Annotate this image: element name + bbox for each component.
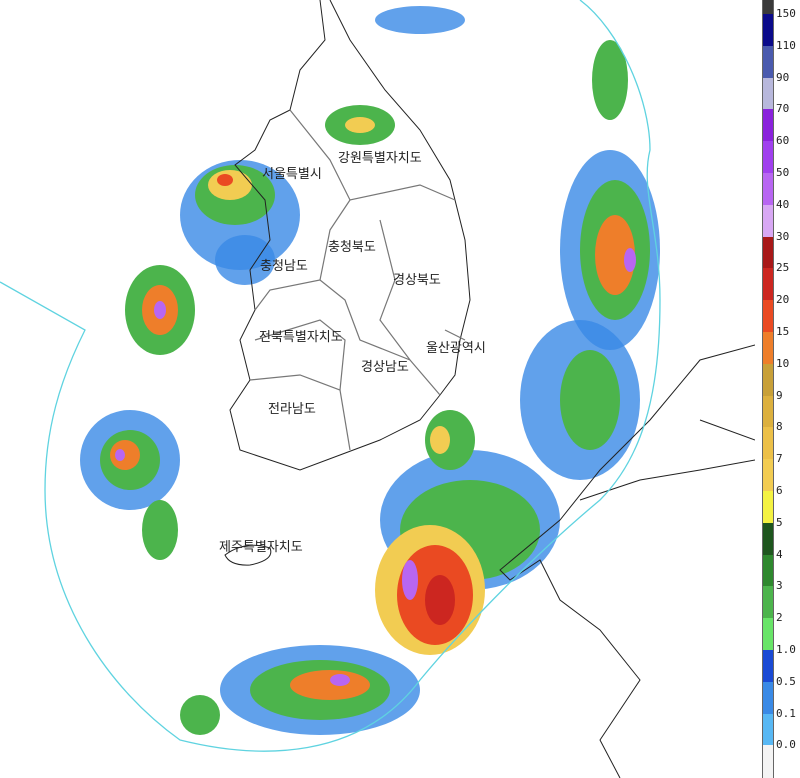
legend-color-step <box>763 586 773 619</box>
legend-label: 5 <box>776 515 783 529</box>
legend-color-step <box>763 554 773 587</box>
legend-label: 70 <box>776 102 790 116</box>
region-label: 충청남도 <box>260 259 308 274</box>
legend-label: 2 <box>776 611 783 625</box>
region-label: 경상남도 <box>361 360 409 375</box>
precipitation-legend: 150 110 90 70 60 50 40 30 25 20 15 10 9 8 7 6 5 4 3 2 1.0 0.5… <box>755 0 800 778</box>
legend-label: 25 <box>776 261 790 275</box>
legend-color-step <box>763 713 773 746</box>
legend-color-step <box>763 363 773 396</box>
legend-color-step <box>763 427 773 460</box>
legend-label: 15 <box>776 325 790 338</box>
region-label: 강원특별자치도 <box>338 151 422 166</box>
legend-label: 40 <box>776 197 790 211</box>
legend-label: 30 <box>776 229 790 243</box>
legend-label: 0.5 <box>776 674 796 688</box>
legend-color-step <box>763 618 773 650</box>
legend-label: 1.0 <box>776 643 796 656</box>
legend-color-step <box>763 141 773 173</box>
legend-color-bar <box>762 0 774 778</box>
region-label: 전북특별자치도 <box>259 330 343 345</box>
legend-label: 0.1 <box>776 706 796 720</box>
legend-color-step <box>763 650 773 682</box>
region-label: 서울특별시 <box>262 167 322 182</box>
legend-color-step <box>763 745 773 778</box>
legend-label: 90 <box>776 70 790 84</box>
legend-color-step <box>763 109 773 142</box>
region-label: 전라남도 <box>268 402 316 417</box>
legend-color-step <box>763 77 773 110</box>
legend-color-step <box>763 522 773 555</box>
province-borders <box>249 109 466 451</box>
legend-color-step <box>763 45 773 78</box>
region-labels: 강원특별자치도 서울특별시 충청북도 충청남도 경상북도 전북특별자치도 울산광… <box>219 151 486 555</box>
legend-color-step <box>763 14 773 46</box>
legend-label: 10 <box>776 356 790 370</box>
legend-color-step <box>763 681 773 714</box>
legend-label: 150 <box>776 7 796 20</box>
legend-label: 0.0 <box>776 738 796 752</box>
legend-color-step <box>763 491 773 523</box>
legend-label: 3 <box>776 579 783 593</box>
legend-label: 60 <box>776 134 790 148</box>
legend-color-step <box>763 459 773 491</box>
korea-outline <box>229 0 471 471</box>
legend-color-step <box>763 173 773 205</box>
legend-color-step <box>763 332 773 364</box>
legend-color-step <box>763 204 773 237</box>
legend-label: 6 <box>776 484 783 497</box>
radar-map[interactable]: 강원특별자치도 서울특별시 충청북도 충청남도 경상북도 전북특별자치도 울산광… <box>0 0 755 778</box>
region-label: 충청북도 <box>328 240 376 255</box>
legend-label: 8 <box>776 420 783 434</box>
legend-color-step <box>763 300 773 332</box>
legend-color-step <box>763 236 773 269</box>
legend-label: 110 <box>776 38 796 52</box>
legend-label: 50 <box>776 166 790 179</box>
radar-coverage-boundary <box>0 0 661 752</box>
legend-label: 7 <box>776 452 783 466</box>
legend-color-step <box>763 268 773 301</box>
legend-label: 4 <box>776 547 783 561</box>
legend-color-step <box>763 395 773 428</box>
region-label: 울산광역시 <box>426 341 486 356</box>
region-label: 경상북도 <box>393 273 441 288</box>
jeju-outline <box>224 544 272 566</box>
legend-label: 9 <box>776 388 783 402</box>
precipitation-layer <box>80 6 660 735</box>
region-label: 제주특별자치도 <box>219 540 303 555</box>
legend-color-step <box>763 0 773 14</box>
legend-label: 20 <box>776 293 790 307</box>
